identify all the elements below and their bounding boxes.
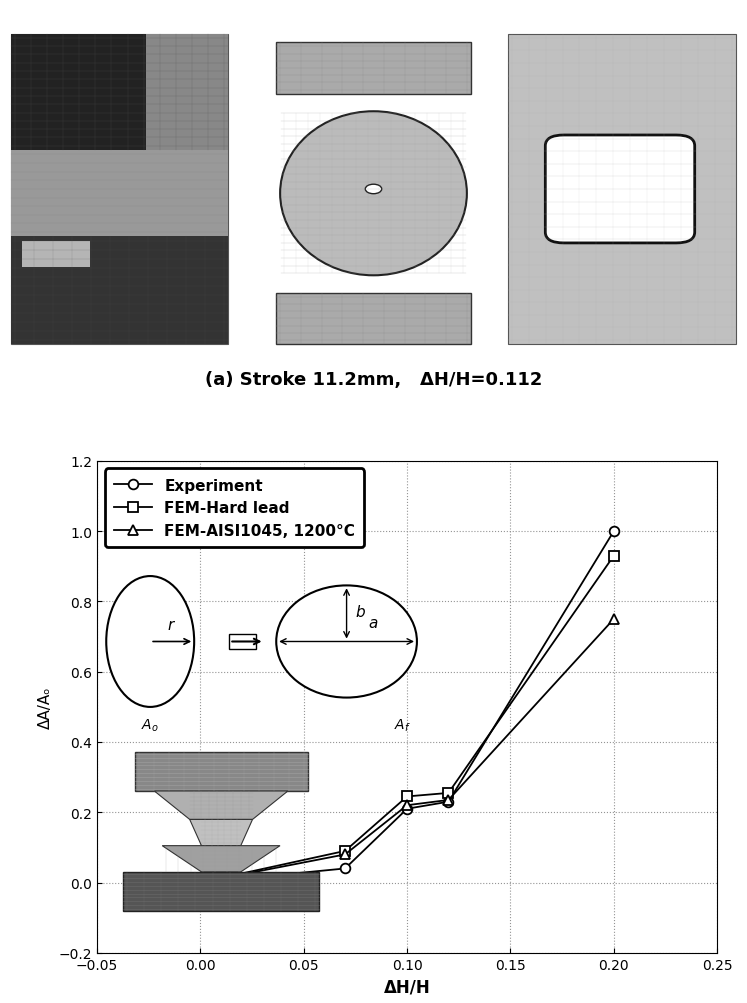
FEM-Hard lead: [610, 550, 619, 562]
Line: FEM-Hard lead: FEM-Hard lead: [196, 552, 619, 888]
Bar: [11, 34, 228, 345]
Text: (a) Stroke 11.2mm,   ΔH/H=0.112: (a) Stroke 11.2mm, ΔH/H=0.112: [205, 370, 542, 388]
FEM-Hard lead: [403, 790, 412, 802]
FEM-Hard lead: [341, 845, 350, 857]
Bar: [11, 34, 146, 150]
Experiment: [341, 863, 350, 875]
Line: Experiment: Experiment: [196, 527, 619, 888]
Bar: [276, 43, 471, 95]
X-axis label: ΔH/H: ΔH/H: [384, 977, 430, 995]
Legend: Experiment, FEM-Hard lead, FEM-AISI1045, 1200°C: Experiment, FEM-Hard lead, FEM-AISI1045,…: [105, 469, 365, 548]
Experiment: [444, 796, 453, 808]
Y-axis label: ΔA/Aₒ: ΔA/Aₒ: [38, 686, 53, 728]
FEM-AISI1045, 1200°C: [196, 877, 205, 889]
Ellipse shape: [280, 112, 467, 276]
Bar: [11, 150, 228, 237]
Bar: [11, 237, 228, 345]
FancyBboxPatch shape: [545, 135, 695, 244]
FEM-AISI1045, 1200°C: [403, 799, 412, 811]
Experiment: [196, 877, 205, 889]
FEM-AISI1045, 1200°C: [610, 613, 619, 626]
FEM-Hard lead: [444, 787, 453, 799]
Ellipse shape: [365, 185, 382, 195]
FEM-Hard lead: [196, 877, 205, 889]
Experiment: [403, 802, 412, 814]
FEM-AISI1045, 1200°C: [341, 849, 350, 861]
Line: FEM-AISI1045, 1200°C: FEM-AISI1045, 1200°C: [196, 615, 619, 888]
Experiment: [610, 526, 619, 538]
Bar: [146, 34, 228, 150]
Bar: [508, 34, 736, 345]
Bar: [22, 242, 90, 268]
Bar: [276, 293, 471, 345]
FEM-AISI1045, 1200°C: [444, 794, 453, 806]
